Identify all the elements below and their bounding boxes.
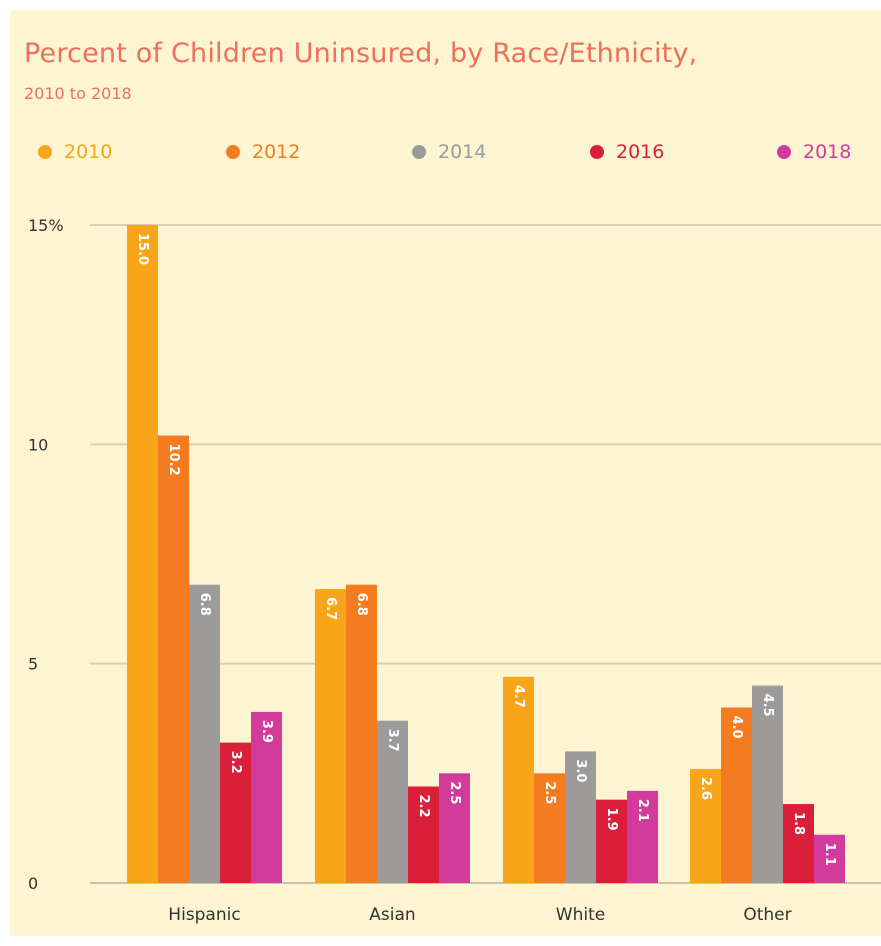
legend-label: 2016	[616, 141, 665, 163]
y-tick-label: 5	[28, 655, 38, 674]
bar-hispanic-2016	[220, 742, 251, 883]
bar-other-2018	[814, 834, 845, 883]
bar-other-2014	[752, 685, 783, 883]
legend-swatch	[226, 145, 240, 159]
bar-asian-2012	[346, 584, 377, 883]
bar-value-label: 3.9	[259, 720, 274, 743]
bar-hispanic-2010	[127, 225, 158, 883]
bar-white-2018	[627, 790, 658, 883]
bar-value-label: 2.5	[542, 781, 557, 804]
chart-title: Percent of Children Uninsured, by Race/E…	[24, 38, 698, 69]
bar-white-2014	[565, 751, 596, 883]
bar-other-2010	[690, 768, 721, 883]
bar-value-label: 1.8	[791, 812, 806, 835]
y-tick-label: 15%	[28, 216, 64, 235]
legend-swatch	[38, 145, 52, 159]
bar-asian-2018	[439, 773, 470, 883]
bar-value-label: 2.1	[635, 799, 650, 822]
bar-other-2016	[783, 804, 814, 883]
x-category-label: Other	[743, 905, 791, 925]
bar-value-label: 2.2	[416, 794, 431, 817]
bar-hispanic-2018	[251, 711, 282, 883]
bar-hispanic-2014	[189, 584, 220, 883]
bar-white-2016	[596, 799, 627, 883]
bar-value-label: 2.5	[447, 781, 462, 804]
legend-swatch	[777, 145, 791, 159]
x-category-label: Hispanic	[168, 905, 240, 925]
bar-value-label: 3.7	[385, 729, 400, 752]
legend-item-2014: 2014	[412, 140, 486, 164]
bar-white-2012	[534, 773, 565, 883]
bar-value-label: 4.5	[760, 694, 775, 717]
bar-value-label: 3.2	[228, 751, 243, 774]
bar-value-label: 4.0	[729, 716, 744, 739]
bar-value-label: 6.8	[354, 593, 369, 616]
legend-item-2016: 2016	[590, 140, 664, 164]
bar-asian-2016	[408, 786, 439, 883]
bar-other-2012	[721, 707, 752, 883]
legend-label: 2012	[252, 141, 301, 163]
legend-item-2018: 2018	[777, 140, 851, 164]
bar-hispanic-2012	[158, 435, 189, 883]
chart-subtitle: 2010 to 2018	[24, 84, 132, 103]
bar-value-label: 3.0	[573, 759, 588, 782]
bar-value-label: 15.0	[135, 233, 150, 265]
legend-item-2010: 2010	[38, 140, 112, 164]
bar-value-label: 2.6	[698, 777, 713, 800]
bar-value-label: 10.2	[166, 444, 181, 476]
y-tick-label: 10	[28, 435, 48, 454]
bar-value-label: 1.1	[822, 843, 837, 866]
legend-label: 2014	[438, 141, 487, 163]
x-category-label: White	[556, 905, 605, 925]
bar-value-label: 6.8	[197, 593, 212, 616]
bar-value-label: 6.7	[323, 597, 338, 620]
bar-value-label: 4.7	[511, 685, 526, 708]
bar-asian-2014	[377, 720, 408, 883]
legend-swatch	[590, 145, 604, 159]
x-category-label: Asian	[369, 905, 415, 925]
legend-label: 2010	[64, 141, 113, 163]
bar-asian-2010	[315, 589, 346, 883]
legend-item-2012: 2012	[226, 140, 300, 164]
bar-white-2010	[503, 676, 534, 883]
legend-swatch	[412, 145, 426, 159]
legend-label: 2018	[803, 141, 852, 163]
y-tick-label: 0	[28, 874, 38, 893]
bar-value-label: 1.9	[604, 808, 619, 831]
